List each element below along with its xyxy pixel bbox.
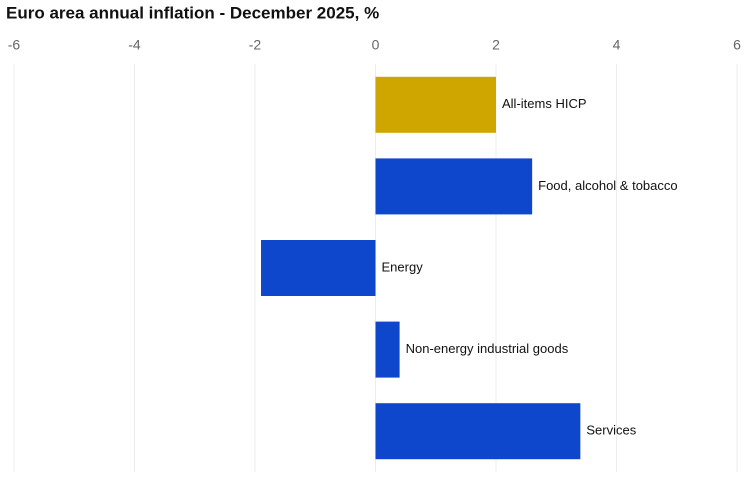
x-tick-label: -6: [8, 37, 21, 53]
x-tick-label: -4: [128, 37, 141, 53]
category-label: Services: [586, 423, 636, 438]
bar: [375, 158, 533, 215]
bar: [375, 76, 496, 133]
x-tick-label: -2: [249, 37, 262, 53]
category-label: All-items HICP: [502, 96, 587, 111]
bar: [375, 403, 581, 460]
bar: [375, 321, 400, 378]
category-label: Food, alcohol & tobacco: [538, 178, 677, 193]
category-label: Energy: [382, 259, 424, 274]
x-tick-label: 6: [733, 37, 741, 53]
x-tick-label: 2: [492, 37, 500, 53]
x-tick-label: 0: [372, 37, 380, 53]
category-label: Non-energy industrial goods: [406, 341, 569, 356]
chart-title: Euro area annual inflation - December 20…: [6, 3, 379, 22]
bar: [261, 240, 376, 296]
x-tick-label: 4: [613, 37, 621, 53]
